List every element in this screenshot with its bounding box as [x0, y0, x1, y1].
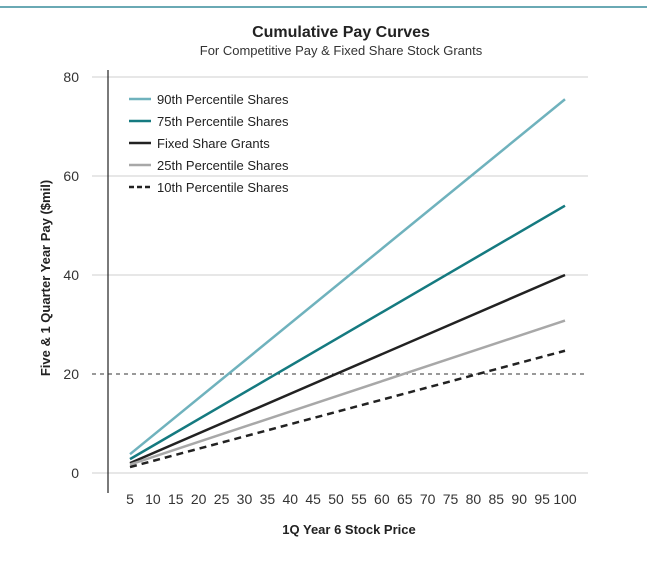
legend: 90th Percentile Shares 75th Percentile Sh… [129, 92, 289, 195]
chart-subtitle: For Competitive Pay & Fixed Share Stock … [200, 43, 483, 58]
x-tick-label: 60 [374, 491, 390, 507]
y-axis-ticks: 0 20 40 60 80 [63, 69, 79, 481]
x-tick-label: 65 [397, 491, 413, 507]
x-tick-label: 50 [328, 491, 344, 507]
series-line [129, 204, 566, 461]
x-tick-label: 95 [534, 491, 550, 507]
x-axis-ticks: 5 10 15 20 25 30 35 40 45 50 55 60 65 70 75 80 85 90 95 100 [126, 491, 577, 507]
x-tick-label: 70 [420, 491, 436, 507]
series-line [129, 349, 566, 469]
x-tick-label: 30 [237, 491, 253, 507]
y-tick-label: 0 [71, 465, 79, 481]
y-tick-label: 80 [63, 69, 79, 85]
series-line [129, 319, 566, 466]
legend-label: Fixed Share Grants [157, 136, 270, 151]
top-divider [0, 6, 647, 8]
x-tick-label: 85 [489, 491, 505, 507]
y-tick-label: 60 [63, 168, 79, 184]
legend-label: 90th Percentile Shares [157, 92, 289, 107]
legend-label: 25th Percentile Shares [157, 158, 289, 173]
x-tick-label: 35 [260, 491, 276, 507]
x-tick-label: 45 [305, 491, 321, 507]
gridlines [92, 76, 588, 474]
x-tick-label: 5 [126, 491, 134, 507]
y-axis-label: Five & 1 Quarter Year Pay ($mil) [38, 180, 53, 376]
x-tick-label: 100 [553, 491, 577, 507]
legend-label: 10th Percentile Shares [157, 180, 289, 195]
x-tick-label: 40 [282, 491, 298, 507]
x-tick-label: 10 [145, 491, 161, 507]
x-axis-label: 1Q Year 6 Stock Price [282, 522, 415, 537]
x-tick-label: 15 [168, 491, 184, 507]
x-tick-label: 90 [511, 491, 527, 507]
series-lines [129, 98, 566, 469]
chart-title: Cumulative Pay Curves [252, 24, 430, 41]
x-tick-label: 75 [443, 491, 459, 507]
x-tick-label: 55 [351, 491, 367, 507]
y-tick-label: 40 [63, 267, 79, 283]
legend-label: 75th Percentile Shares [157, 114, 289, 129]
x-tick-label: 20 [191, 491, 207, 507]
series-line [129, 98, 566, 456]
y-tick-label: 20 [63, 366, 79, 382]
x-tick-label: 25 [214, 491, 230, 507]
x-tick-label: 80 [466, 491, 482, 507]
series-line [129, 273, 566, 465]
